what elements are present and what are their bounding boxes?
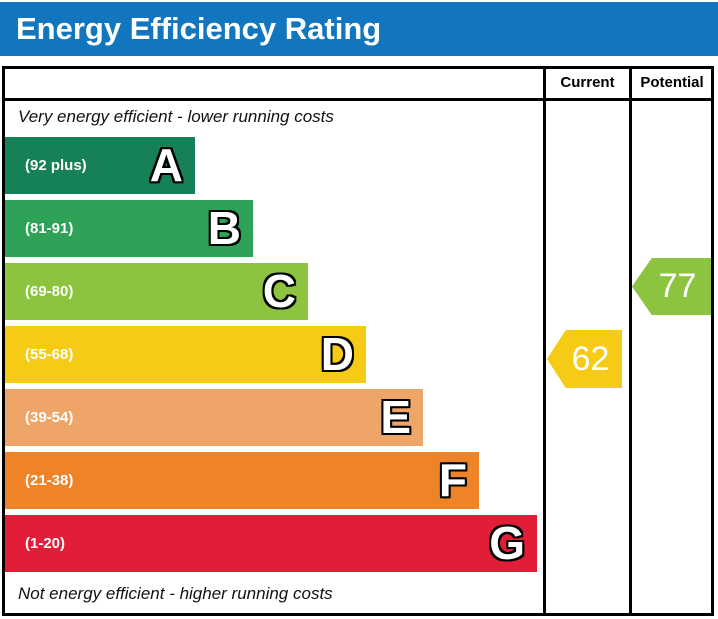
band-f-range-label: (21-38): [25, 472, 74, 489]
band-g: (1-20) G: [5, 515, 537, 572]
band-b-letter: B: [207, 202, 241, 254]
band-g-range-label: (1-20): [25, 535, 66, 552]
potential-column-divider: [629, 66, 632, 616]
column-header-current: Current: [560, 73, 615, 91]
header-row-divider: [2, 98, 714, 101]
band-e-letter: E: [380, 391, 411, 443]
band-d-range-label: (55-68): [25, 346, 74, 363]
band-f: (21-38) F: [5, 452, 479, 509]
current-column-divider: [543, 66, 546, 616]
band-g-letter: G: [489, 517, 525, 569]
bottom-note: Not energy efficient - higher running co…: [18, 584, 333, 603]
band-c: (69-80) C: [5, 263, 308, 320]
band-e-range-label: (39-54): [25, 409, 74, 426]
band-d: (55-68) D: [5, 326, 366, 383]
band-b-range-label: (81-91): [25, 220, 74, 237]
band-e: (39-54) E: [5, 389, 423, 446]
potential-rating-arrow: 77: [632, 258, 711, 315]
column-header-potential: Potential: [640, 73, 704, 91]
top-note: Very energy efficient - lower running co…: [18, 107, 334, 126]
band-f-letter: F: [438, 454, 467, 506]
band-b: (81-91) B: [5, 200, 253, 257]
band-d-letter: D: [320, 328, 354, 380]
band-a-range-label: (92 plus): [25, 157, 87, 174]
band-a-letter: A: [149, 139, 183, 191]
title-bar: Energy Efficiency Rating: [0, 2, 718, 56]
potential-rating-value: 77: [658, 267, 697, 305]
band-c-range-label: (69-80): [25, 283, 74, 300]
band-a: (92 plus) A: [5, 137, 195, 194]
band-c-letter: C: [262, 265, 296, 317]
current-rating-value: 62: [571, 339, 610, 378]
page-title: Energy Efficiency Rating: [16, 11, 382, 46]
